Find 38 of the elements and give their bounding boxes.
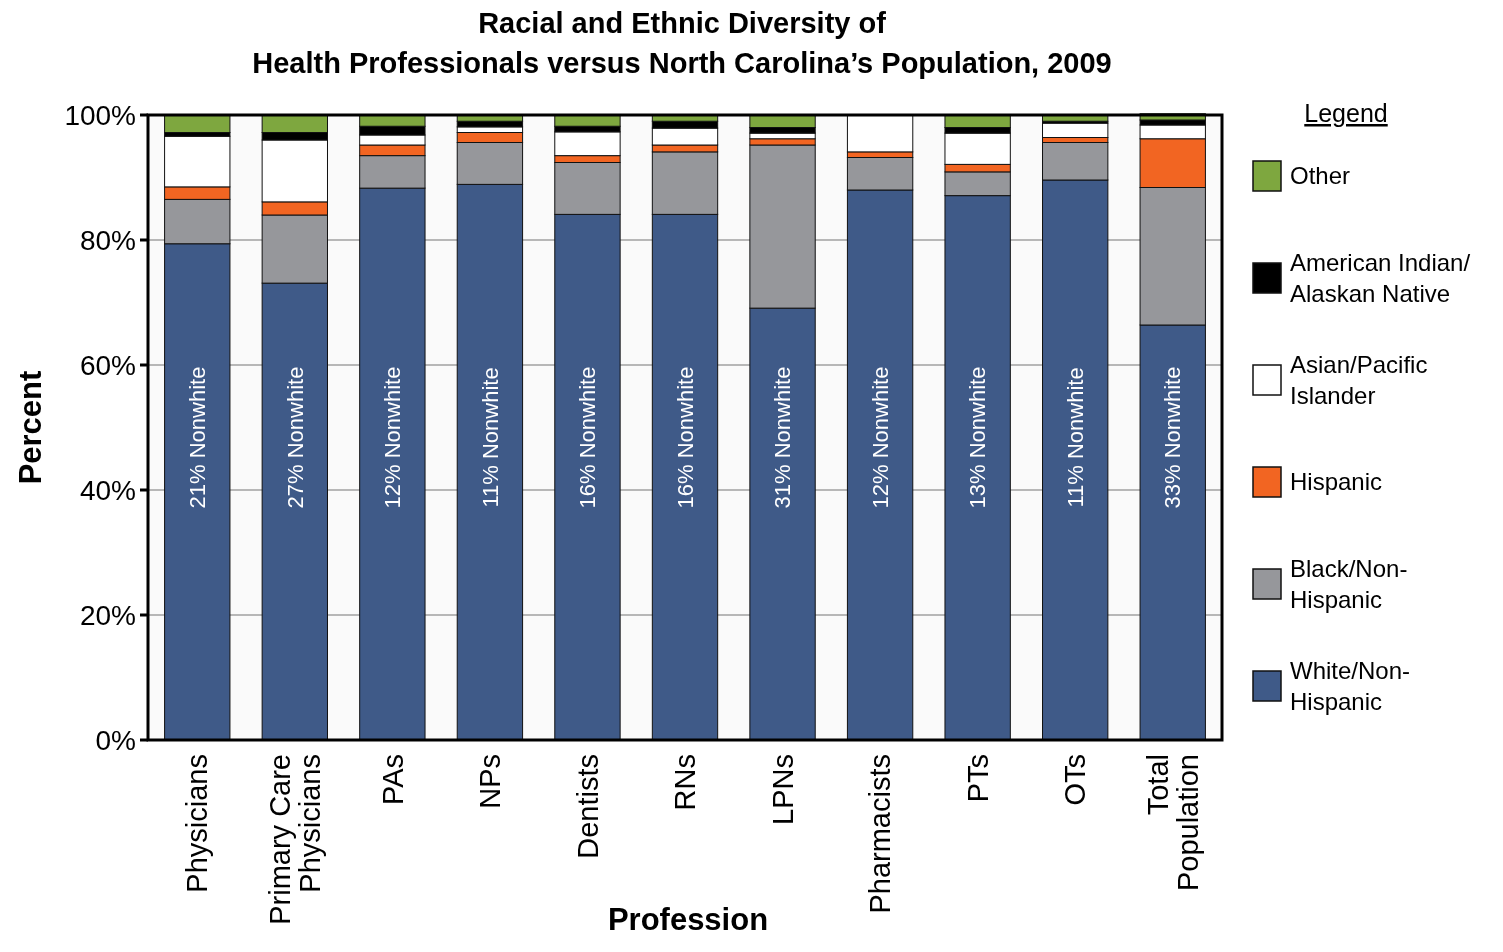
x-tick-label: Dentists (571, 754, 604, 859)
x-tick-label: LPNs (766, 754, 799, 825)
annotation: 13% Nonwhite (965, 366, 991, 509)
x-tick-label: PTs (961, 754, 994, 803)
y-tick-label: 100% (64, 99, 136, 131)
legend-label: Black/Non-Hispanic (1290, 554, 1408, 613)
x-tick-label: Primary Care Physicians (263, 754, 326, 925)
y-tick-label: 60% (79, 349, 136, 381)
legend-label: White/Non-Hispanic (1290, 656, 1411, 715)
legend-label: Hispanic (1290, 468, 1383, 496)
chart-title: Racial and Ethnic Diversity of Health Professionals versus North Carolina’s Population, 2009 (252, 7, 1112, 79)
y-axis-title: Percent (12, 370, 48, 485)
y-tick-label: 20% (79, 599, 136, 631)
legend-label: American Indian/Alaskan Native (1290, 248, 1471, 307)
x-tick-label: NPs (474, 754, 507, 809)
annotation: 16% Nonwhite (672, 366, 698, 509)
y-tick-label: 80% (79, 224, 136, 256)
annotation: 12% Nonwhite (867, 366, 893, 509)
legend-title: Legend (1304, 99, 1388, 127)
x-axis-title: Profession (607, 902, 769, 937)
x-tick-label: RNs (669, 754, 702, 811)
x-tick-label: OTs (1059, 754, 1092, 806)
annotation: 33% Nonwhite (1160, 366, 1186, 509)
x-tick-label: Total Population (1141, 754, 1204, 892)
annotation: 31% Nonwhite (770, 366, 796, 509)
annotation: 11% Nonwhite (1062, 367, 1088, 508)
annotation: 27% Nonwhite (282, 366, 308, 509)
legend-label: Asian/Pacific Islander (1290, 350, 1428, 409)
y-tick-label: 0% (95, 724, 136, 756)
annotation: 21% Nonwhite (184, 366, 210, 509)
x-tick-label: Pharmacists (864, 754, 897, 914)
legend-label: Other (1290, 162, 1351, 190)
annotation: 12% Nonwhite (380, 366, 406, 509)
x-tick-label: PAs (376, 754, 409, 806)
x-tick-label: Physicians (181, 754, 214, 893)
y-tick-label: 40% (79, 474, 136, 506)
annotation: 11% Nonwhite (477, 367, 503, 508)
annotation: 16% Nonwhite (575, 366, 601, 509)
